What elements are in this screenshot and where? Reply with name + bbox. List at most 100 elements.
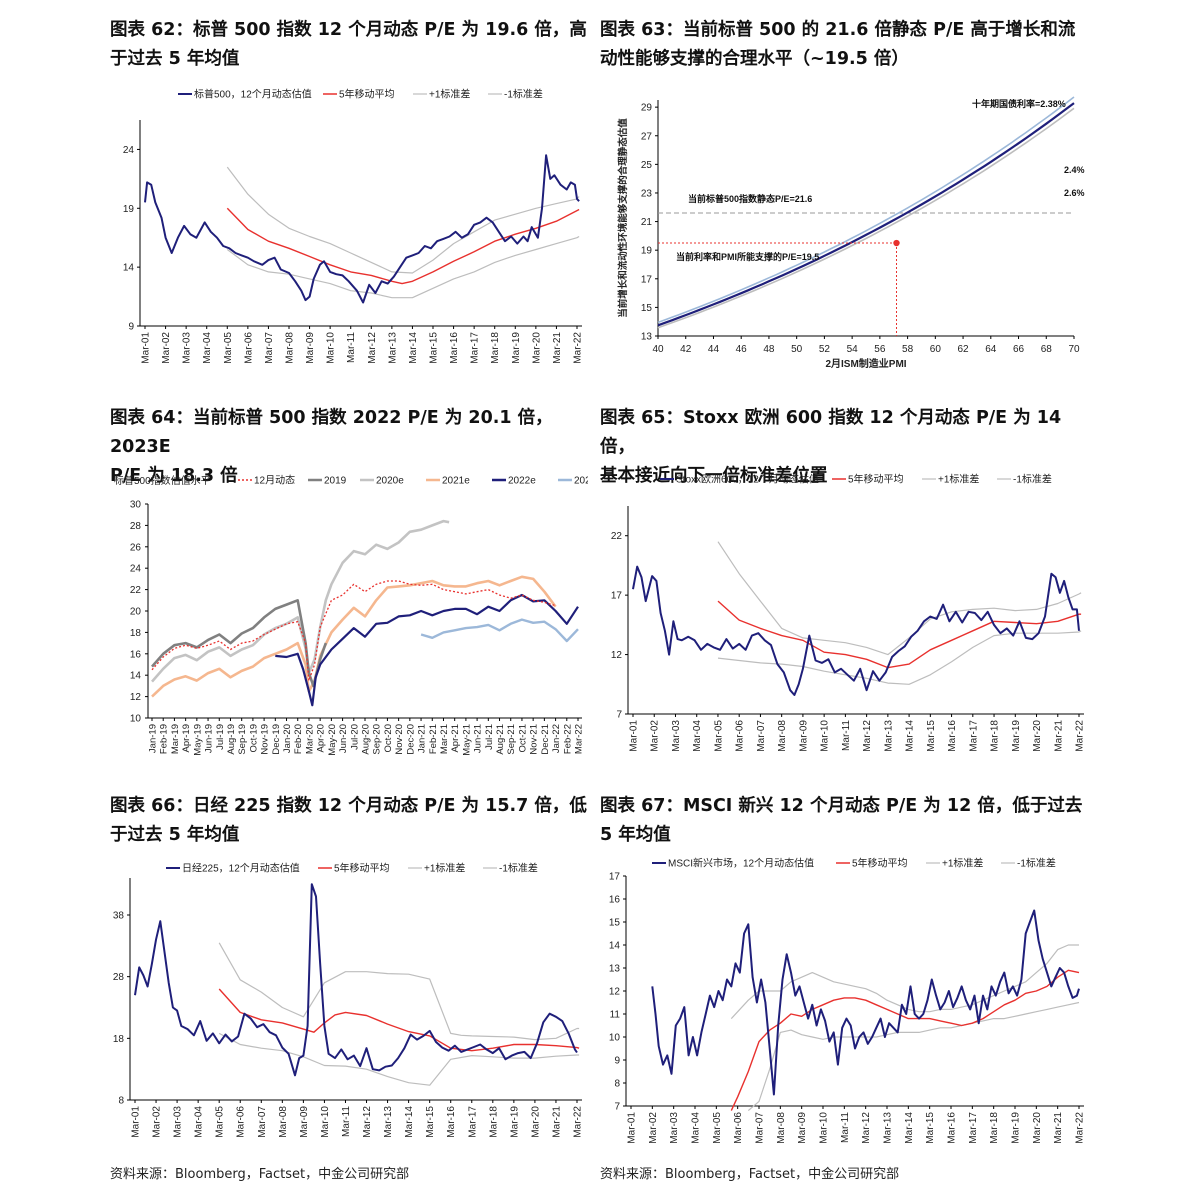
y-tick-label: 25 [641,160,653,171]
series-line [747,1001,1080,1112]
x-tick-label: Mar-22 [574,724,585,754]
annotation-label: 当前标普500指数静态P/E=21.6 [688,193,812,204]
x-tick-label: Mar-18 [989,1112,1000,1144]
x-tick-label: Mar-07 [755,1112,766,1144]
y-tick-label: 38 [113,911,125,922]
x-tick-label: Mar-18 [488,1106,499,1138]
x-tick-label: Mar-11 [840,1112,851,1143]
x-tick-label: Mar-05 [223,332,234,364]
series-line [151,599,328,688]
y-tick-label: 8 [614,1079,620,1090]
x-tick-label: 70 [1068,344,1080,355]
chart-stoxx600-forward-pe: 7 12 17 22 Mar-01 Mar-02 Mar-03 Mar-04 Mar-05 Mar… [611,473,1086,752]
x-tick-label: Mar-06 [733,1112,744,1144]
x-tick-label: Mar-20 [530,1106,541,1138]
y-tick-label: 27 [641,131,653,142]
x-tick-label: Mar-15 [425,1106,436,1138]
x-tick-label: Mar-19 [511,332,522,364]
x-tick-label: Mar-22 [1075,1112,1086,1144]
x-tick-label: Mar-01 [629,720,640,752]
x-tick-label: Mar-08 [777,720,788,752]
x-tick-label: Mar-17 [968,1112,979,1144]
x-tick-label: Mar-17 [467,1106,478,1138]
y-tick-label: 30 [130,500,142,511]
y-tick-label: 23 [641,188,653,199]
y-tick-label: 26 [130,542,142,553]
x-tick-label: Mar-05 [215,1106,226,1138]
x-tick-label: Mar-04 [194,1106,205,1138]
series-line [730,969,1080,1111]
x-tick-label: Mar-21 [551,1106,562,1138]
y-tick-label: 28 [130,521,142,532]
x-tick-label: Sep-21 [506,724,517,755]
x-tick-label: Mar-10 [820,720,831,752]
legend-label: -1标准差 [1017,857,1056,870]
y-tick-label: 10 [130,714,142,725]
y-tick-label: 29 [641,103,653,114]
x-tick-label: Mar-20 [531,332,542,364]
series-line [144,154,580,304]
chart-title-67: 图表 67：MSCI 新兴 12 个月动态 P/E 为 12 倍，低于过去 5 … [600,796,1083,845]
x-tick-label: Mar-15 [429,332,440,364]
x-tick-label: Nov-20 [394,724,405,755]
x-tick-label: 50 [791,344,803,355]
x-tick-label: Mar-20 [1032,720,1043,752]
series-line [226,166,580,274]
y-tick-label: 17 [611,591,623,602]
x-tick-label: Mar-05 [713,720,724,752]
series-line [151,519,450,683]
y-tick-label: 19 [641,246,653,257]
legend-label: 2021e [442,476,470,487]
legend-label: 5年移动平均 [339,88,395,101]
x-tick-label: Mar-21 [1053,1112,1064,1144]
x-tick-label: Mar-12 [861,1112,872,1144]
x-tick-label: Mar-15 [925,1112,936,1144]
series-line [657,96,1075,324]
y-tick-label: 14 [130,671,142,682]
x-tick-label: Mar-02 [152,1106,163,1138]
y-tick-label: 24 [123,145,135,156]
x-tick-label: Mar-17 [968,720,979,752]
x-tick-label: Mar-19 [509,1106,520,1138]
x-tick-label: May-19 [192,724,203,756]
x-tick-label: Mar-14 [404,1106,415,1138]
x-tick-label: Mar-04 [692,720,703,752]
x-tick-label: Nov-19 [260,724,271,755]
x-tick-label: Mar-22 [573,1106,584,1138]
x-tick-label: 58 [902,344,914,355]
x-tick-label: 62 [958,344,970,355]
x-tick-label: Mar-19 [1011,720,1022,752]
series-line [730,944,1079,1020]
y-tick-label: 17 [609,872,621,883]
chart-title-64: 图表 64：当前标普 500 指数 2022 P/E 为 20.1 倍，2023… [110,408,553,486]
series-line [275,593,579,707]
x-tick-label: 54 [847,344,859,355]
legend-label: 标普500，12个月动态估值 [194,88,312,101]
y-tick-label: 17 [641,274,653,285]
x-tick-label: Mar-22 [573,332,584,364]
y-tick-label: 8 [118,1096,124,1107]
chart-sp500-fair-value: 13 15 17 19 21 23 25 27 29 40 42 44 46 48 50 52 54 56 58 60… [617,96,1085,370]
x-tick-label: Apr-21 [450,724,461,753]
chart-title-63: 图表 63：当前标普 500 的 21.6 倍静态 P/E 高于增长和流 动性能… [600,20,1076,69]
y-tick-label: 10 [609,1033,621,1044]
x-tick-label: Mar-01 [627,1112,638,1144]
x-tick-label: Oct-21 [517,724,528,753]
x-tick-label: Mar-03 [173,1106,184,1138]
legend-label: -1标准差 [499,862,538,875]
x-tick-label: 42 [680,344,692,355]
y-tick-label: 14 [123,263,135,274]
chart-sp500-forward-pe: 9 14 19 24 Mar-01 Mar-02 Mar-03 Mar-04 Mar-05 Mar… [123,88,584,364]
series-line [218,1032,580,1086]
series-line [218,988,580,1052]
x-tick-label: Aug-19 [226,724,237,755]
legend-label: 12月动态 [254,474,295,487]
x-tick-label: Mar-04 [691,1112,702,1144]
annotation-label: 2.6% [1064,188,1085,198]
y-tick-label: 18 [113,1034,125,1045]
y-tick-label: 9 [614,1056,620,1067]
x-tick-label: Dec-19 [271,724,282,755]
legend-label: 5年移动平均 [334,862,390,875]
x-tick-label: Mar-03 [669,1112,680,1144]
y-tick-label: 15 [609,918,621,929]
